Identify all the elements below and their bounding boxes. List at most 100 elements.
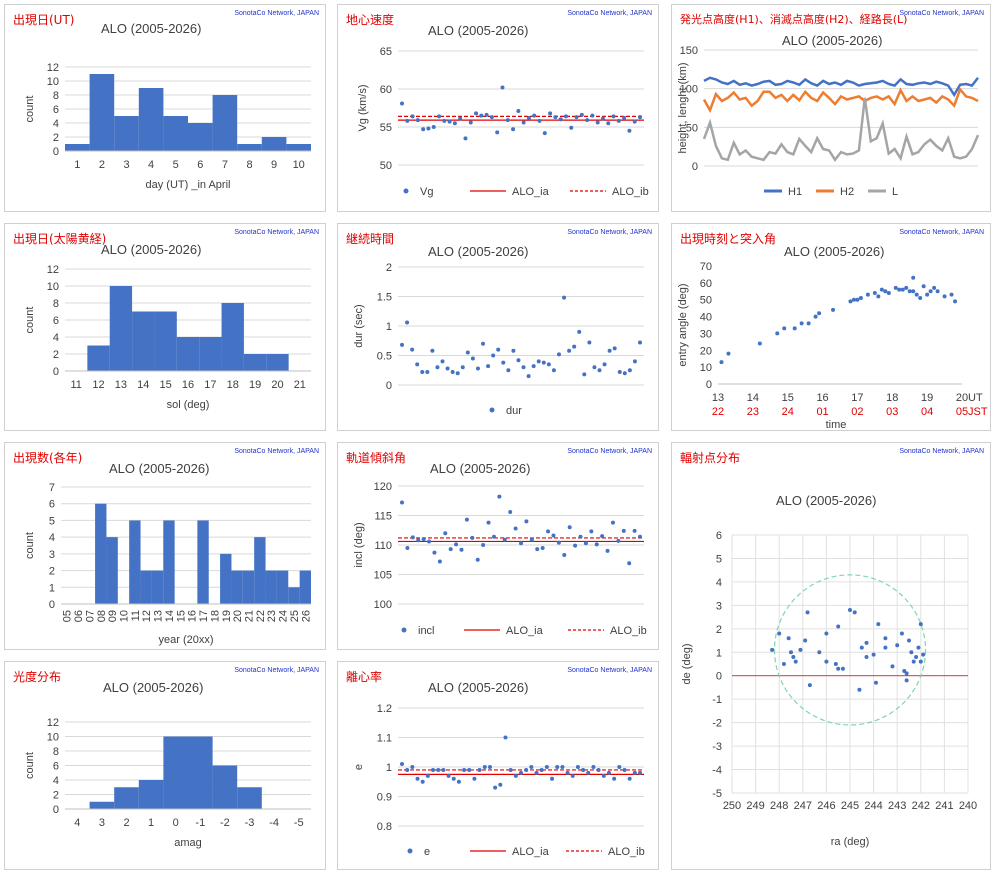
data-point xyxy=(536,359,541,364)
data-point xyxy=(455,371,460,376)
x-tick-label: 06 xyxy=(73,610,85,622)
data-point xyxy=(534,770,539,775)
x-tick-label: 0 xyxy=(173,817,179,829)
data-point xyxy=(443,531,448,536)
histogram-bar xyxy=(114,787,139,809)
data-point xyxy=(479,113,484,118)
data-point xyxy=(602,362,607,367)
x-tick-label: 25 xyxy=(289,610,301,622)
data-point xyxy=(852,610,857,615)
x-axis-label: time xyxy=(826,419,847,431)
histogram-bar xyxy=(89,801,115,809)
data-point xyxy=(465,350,470,355)
data-point xyxy=(921,652,926,657)
panel-title: 軌道傾斜角 xyxy=(346,451,407,465)
data-point xyxy=(573,543,578,548)
data-point xyxy=(781,662,786,666)
histogram-bar xyxy=(221,303,244,371)
x-tick-label: 250 xyxy=(723,800,741,812)
histogram-bar xyxy=(89,74,115,151)
data-point xyxy=(420,779,425,784)
y-tick-label: 10 xyxy=(47,281,59,293)
data-point xyxy=(575,765,580,769)
x-tick-label: 3 xyxy=(123,159,129,171)
y-tick-label: 5 xyxy=(49,515,55,527)
data-point xyxy=(529,537,534,542)
data-point xyxy=(546,529,551,534)
x-tick-label: 2 xyxy=(99,159,105,171)
data-point xyxy=(886,290,891,295)
y-tick-label: 30 xyxy=(700,328,712,340)
x-tick-label: 05 xyxy=(62,610,74,622)
data-point xyxy=(601,773,606,778)
y-tick-label: 1 xyxy=(386,762,392,774)
data-point xyxy=(410,765,415,769)
y-axis-label: count xyxy=(24,752,36,779)
data-point xyxy=(475,366,480,371)
data-point xyxy=(415,362,420,367)
scatter-incl: 100 105 110 115 120 incl (deg) incl ALO_ia ALO_i… xyxy=(353,481,647,637)
data-point xyxy=(489,115,494,120)
data-point xyxy=(519,541,523,546)
y-tick-label: 12 xyxy=(47,717,59,729)
data-point xyxy=(840,666,845,671)
data-point xyxy=(757,341,762,346)
data-point xyxy=(935,289,940,294)
data-point xyxy=(600,116,605,121)
y-tick-label: 0 xyxy=(716,671,722,683)
data-point xyxy=(953,299,958,304)
data-point xyxy=(726,351,731,356)
y-axis-label: Vg (km/s) xyxy=(357,84,369,131)
data-point xyxy=(907,289,912,294)
histogram-bar xyxy=(140,570,152,604)
y-tick-label: 50 xyxy=(380,160,392,172)
y-tick-label: -5 xyxy=(712,788,722,800)
data-point xyxy=(791,654,796,659)
x-tick-label: 244 xyxy=(864,800,882,812)
histogram-bar xyxy=(163,736,188,809)
x-tick-label: 18 xyxy=(227,379,239,391)
histogram-bar xyxy=(176,337,200,371)
data-point xyxy=(813,314,818,319)
data-point xyxy=(909,650,914,655)
credit-label: SonotaCo Network, JAPAN xyxy=(567,10,652,17)
data-point xyxy=(542,131,547,136)
histogram-bar xyxy=(254,537,266,604)
data-point xyxy=(587,340,592,345)
data-point xyxy=(591,765,596,769)
data-point xyxy=(893,285,898,290)
x-tick-label: 18 xyxy=(886,392,898,404)
legend-label: L xyxy=(892,186,898,198)
data-point xyxy=(491,353,496,358)
data-point xyxy=(513,526,518,531)
x-tick-label: 12 xyxy=(141,610,153,622)
legend-label: H2 xyxy=(840,186,854,198)
data-point xyxy=(574,115,579,120)
y-tick-label: 6 xyxy=(716,530,722,542)
x-tick-label: 13 xyxy=(115,379,127,391)
y-tick-label: -1 xyxy=(712,694,722,706)
chart-title: ALO (2005-2026) xyxy=(109,461,210,476)
data-point xyxy=(463,136,468,141)
data-point xyxy=(581,767,586,772)
legend-label: ALO_ia xyxy=(512,186,550,198)
data-point xyxy=(427,539,432,544)
data-point xyxy=(546,362,551,367)
data-point xyxy=(904,678,909,683)
data-point xyxy=(918,622,923,627)
chart-title: ALO (2005-2026) xyxy=(103,680,204,695)
histogram-bar xyxy=(261,137,287,151)
histogram-bar xyxy=(288,587,300,604)
x-tick-label: 247 xyxy=(794,800,812,812)
credit-label: SonotaCo Network, JAPAN xyxy=(234,10,319,17)
data-point xyxy=(516,109,521,114)
data-point xyxy=(907,638,911,643)
x-tick-label: 09 xyxy=(107,610,119,622)
data-point xyxy=(595,120,600,125)
data-point xyxy=(498,782,503,787)
data-point xyxy=(458,116,463,121)
data-point xyxy=(918,296,923,301)
data-point xyxy=(864,654,869,659)
y-tick-label: 0 xyxy=(53,366,59,378)
data-point xyxy=(632,528,637,533)
